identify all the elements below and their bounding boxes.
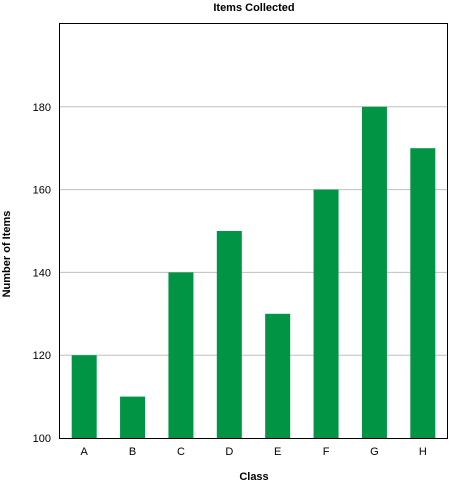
plot-area-border (59, 23, 448, 439)
x-tick-label: D (225, 446, 233, 458)
x-tick-label: G (370, 446, 379, 458)
y-tick-label: 140 (33, 267, 51, 279)
bar-h (410, 148, 436, 438)
x-tick-label: E (274, 446, 281, 458)
x-axis-ticks: A B C D E F G H (81, 446, 427, 458)
chart-title: Items Collected (213, 2, 294, 14)
bar-g (361, 106, 387, 439)
y-tick-label: 180 (33, 102, 51, 114)
gridlines (60, 106, 447, 356)
x-tick-label: C (177, 446, 185, 458)
bar-f (313, 189, 339, 438)
bars (71, 106, 436, 439)
y-tick-label: 120 (33, 350, 51, 362)
y-axis-ticks: 100 120 140 160 180 (33, 102, 51, 445)
x-tick-label: F (323, 446, 330, 458)
bar-e (265, 313, 291, 438)
bar-b (120, 396, 146, 438)
bar-d (216, 231, 242, 438)
y-tick-label: 160 (33, 185, 51, 197)
x-tick-label: B (129, 446, 136, 458)
x-axis-title: Class (239, 471, 268, 481)
x-tick-label: H (419, 446, 427, 458)
x-tick-label: A (81, 446, 89, 458)
bar-a (71, 355, 97, 438)
y-tick-label: 100 (33, 433, 51, 445)
bar-c (168, 272, 194, 438)
y-axis-title: Number of Items (1, 211, 13, 298)
